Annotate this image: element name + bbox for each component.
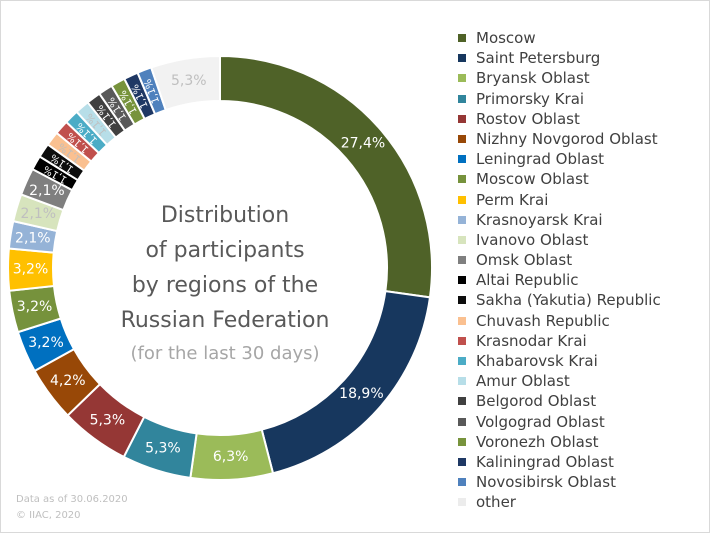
slice-label-4: 5,3% xyxy=(145,441,181,457)
legend-item-2: Saint Petersburg xyxy=(458,48,661,68)
legend-label: Bryansk Oblast xyxy=(476,69,590,88)
legend-item-17: Khabarovsk Krai xyxy=(458,351,661,371)
legend-swatch xyxy=(458,296,466,305)
legend-item-3: Bryansk Oblast xyxy=(458,68,661,88)
legend-item-21: Voronezh Oblast xyxy=(458,432,661,452)
slice-label-10: 2,1% xyxy=(15,230,51,246)
legend-label: Nizhny Novgorod Oblast xyxy=(476,129,658,148)
legend-item-5: Rostov Oblast xyxy=(458,109,661,129)
legend-swatch xyxy=(458,175,466,184)
legend-swatch xyxy=(458,357,466,365)
legend-label: Sakha (Yakutia) Republic xyxy=(476,291,661,310)
legend-label: Khabarovsk Krai xyxy=(476,352,598,370)
legend-item-23: Novosibirsk Oblast xyxy=(458,472,661,492)
legend-label: Krasnodar Krai xyxy=(476,331,587,350)
legend-label: Primorsky Krai xyxy=(476,89,585,108)
legend-label: Rostov Oblast xyxy=(476,109,580,128)
legend-item-19: Belgorod Oblast xyxy=(458,391,661,411)
slice-24 xyxy=(149,54,221,112)
legend-item-10: Krasnoyarsk Krai xyxy=(458,210,661,230)
slice-label-1: 27,4% xyxy=(341,136,385,152)
chart-title-line-4: Russian Federation xyxy=(120,308,330,333)
legend-item-1: Moscow xyxy=(458,28,661,48)
legend-label: Amur Oblast xyxy=(476,372,570,391)
chart-legend: Moscow Saint Petersburg Bryansk Oblast Prim… xyxy=(458,28,661,513)
legend-item-8: Moscow Oblast xyxy=(458,169,661,189)
legend-label: Belgorod Oblast xyxy=(476,392,597,411)
slice-label-2: 18,9% xyxy=(339,386,383,402)
legend-item-9: Perm Krai xyxy=(458,190,661,210)
legend-swatch xyxy=(458,478,466,487)
legend-swatch xyxy=(458,195,466,204)
chart-subtitle: (for the last 30 days) xyxy=(130,343,320,364)
legend-item-18: Amur Oblast xyxy=(458,371,661,391)
legend-swatch xyxy=(458,457,466,466)
chart-title-line-3: by regions of the xyxy=(131,273,319,298)
legend-label: Novosibirsk Oblast xyxy=(476,473,616,492)
data-date-note: Data as of 30.06.2020 xyxy=(16,494,128,505)
legend-swatch xyxy=(458,114,466,123)
legend-item-12: Omsk Oblast xyxy=(458,250,661,270)
slice-label-6: 4,2% xyxy=(50,373,86,389)
slice-label-3: 6,3% xyxy=(213,449,249,465)
legend-label: other xyxy=(476,493,516,512)
legend-swatch xyxy=(458,134,466,143)
slice-label-5: 5,3% xyxy=(90,412,126,428)
copyright-note: © IIAC, 2020 xyxy=(16,510,81,521)
legend-item-4: Primorsky Krai xyxy=(458,89,661,109)
legend-label: Krasnoyarsk Krai xyxy=(476,210,603,229)
legend-label: Perm Krai xyxy=(476,190,549,209)
legend-swatch xyxy=(458,34,466,42)
legend-label: Volgograd Oblast xyxy=(476,412,605,431)
legend-swatch xyxy=(458,336,466,345)
legend-swatch xyxy=(458,437,466,446)
legend-swatch xyxy=(458,397,466,406)
legend-label: Moscow Oblast xyxy=(476,170,589,189)
legend-swatch xyxy=(458,94,466,103)
legend-swatch xyxy=(458,377,466,386)
slice-label-11: 2,1% xyxy=(21,206,57,222)
chart-title-line-1: Distribution xyxy=(160,203,290,228)
legend-item-15: Chuvash Republic xyxy=(458,311,661,331)
legend-item-13: Altai Republic xyxy=(458,270,661,290)
legend-item-20: Volgograd Oblast xyxy=(458,412,661,432)
legend-swatch xyxy=(458,498,466,507)
legend-label: Chuvash Republic xyxy=(476,311,610,330)
legend-item-24: other xyxy=(458,492,661,512)
legend-label: Saint Petersburg xyxy=(476,49,601,68)
slice-label-24: 5,3% xyxy=(171,73,207,89)
legend-item-16: Krasnodar Krai xyxy=(458,331,661,351)
legend-label: Omsk Oblast xyxy=(476,251,573,270)
legend-swatch xyxy=(458,74,466,83)
legend-label: Altai Republic xyxy=(476,271,579,290)
legend-label: Ivanovo Oblast xyxy=(476,230,589,249)
legend-swatch xyxy=(458,417,466,426)
legend-item-7: Leningrad Oblast xyxy=(458,149,661,169)
legend-label: Kaliningrad Oblast xyxy=(476,452,614,471)
legend-item-22: Kaliningrad Oblast xyxy=(458,452,661,472)
slice-label-8: 3,2% xyxy=(17,299,53,315)
slice-label-12: 2,1% xyxy=(29,183,65,199)
legend-swatch xyxy=(458,276,466,285)
legend-item-11: Ivanovo Oblast xyxy=(458,230,661,250)
legend-label: Voronezh Oblast xyxy=(476,432,599,451)
chart-title-line-2: of participants xyxy=(145,238,305,263)
slice-label-7: 3,2% xyxy=(28,335,64,351)
legend-swatch xyxy=(458,256,466,265)
legend-swatch xyxy=(458,155,466,164)
legend-swatch xyxy=(458,215,466,224)
legend-swatch xyxy=(458,54,466,63)
slice-label-9: 3,2% xyxy=(13,261,49,277)
legend-label: Moscow xyxy=(476,29,536,47)
legend-item-6: Nizhny Novgorod Oblast xyxy=(458,129,661,149)
legend-swatch xyxy=(458,235,466,244)
legend-swatch xyxy=(458,316,466,325)
legend-item-14: Sakha (Yakutia) Republic xyxy=(458,290,661,310)
legend-label: Leningrad Oblast xyxy=(476,150,605,169)
